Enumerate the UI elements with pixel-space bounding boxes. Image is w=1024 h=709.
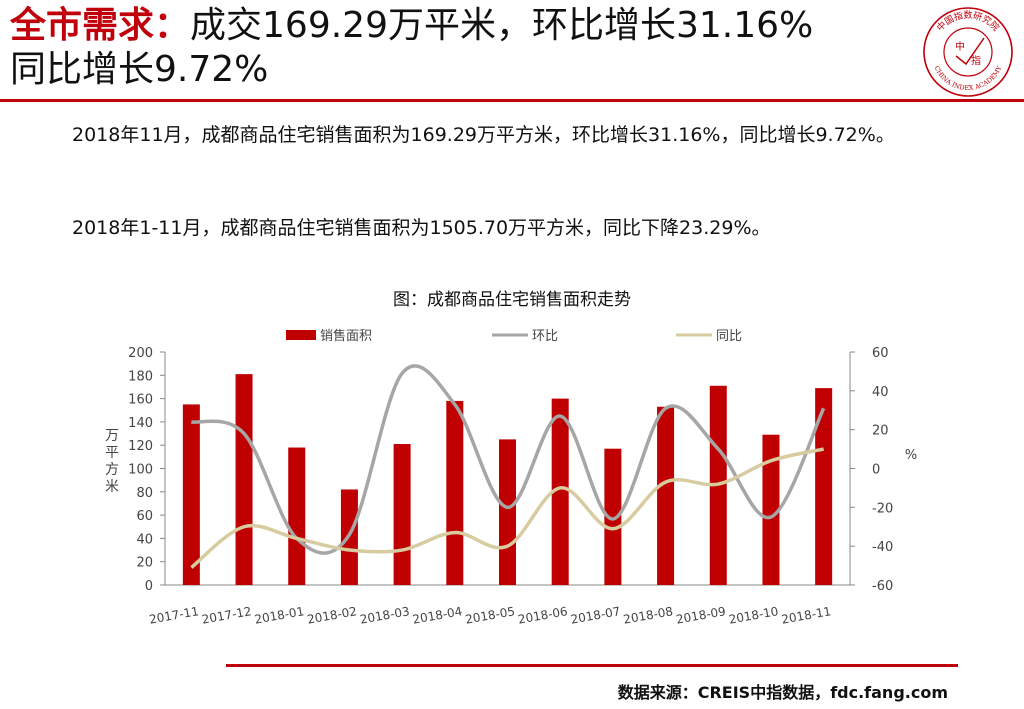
legend-swatch-bar bbox=[286, 330, 316, 340]
right-tick-label: -60 bbox=[872, 579, 893, 594]
bottom-divider bbox=[226, 664, 958, 667]
left-tick-label: 200 bbox=[128, 346, 153, 361]
left-tick-label: 0 bbox=[145, 579, 153, 594]
title-highlight: 全市需求： bbox=[10, 5, 191, 46]
left-axis-label-char: 方 bbox=[105, 462, 119, 478]
paragraph-monthly: 2018年11月，成都商品住宅销售面积为169.29万平方米，环比增长31.16… bbox=[72, 124, 895, 146]
left-tick-label: 140 bbox=[128, 416, 153, 431]
bar-2018-08 bbox=[657, 406, 675, 585]
x-tick-label: 2018-09 bbox=[675, 604, 727, 626]
x-tick-label: 2018-02 bbox=[306, 604, 358, 626]
right-tick-label: 0 bbox=[872, 463, 880, 478]
title-line-1-text: 成交169.29万平米，环比增长31.16% bbox=[190, 5, 814, 46]
left-axis-label-char: 平 bbox=[105, 445, 119, 461]
left-tick-label: 60 bbox=[136, 509, 153, 524]
bar-2017-12 bbox=[235, 374, 253, 585]
x-tick-label: 2018-03 bbox=[359, 604, 411, 626]
svg-text:中国指数研究院: 中国指数研究院 bbox=[934, 9, 1002, 34]
bar-2018-05 bbox=[499, 439, 516, 585]
x-tick-label: 2018-11 bbox=[780, 604, 832, 626]
left-tick-label: 100 bbox=[128, 463, 153, 478]
left-tick-label: 180 bbox=[128, 369, 153, 384]
bar-2018-07 bbox=[604, 448, 622, 585]
legend-label-yoy: 同比 bbox=[716, 329, 742, 344]
logo-check-mark bbox=[955, 37, 985, 66]
sales-area-chart: 图：成都商品住宅销售面积走势销售面积 环比 同比 0 20 40 60 80 100 120 140… bbox=[0, 280, 1024, 630]
right-tick-label: 20 bbox=[872, 424, 889, 439]
page-title-line-1: 全市需求：成交169.29万平米，环比增长31.16% bbox=[10, 6, 813, 46]
x-tick-label: 2018-08 bbox=[622, 604, 674, 626]
line-mom bbox=[190, 364, 826, 555]
title-divider bbox=[0, 99, 1024, 102]
x-tick-label: 2017-12 bbox=[201, 604, 253, 626]
logo-center-text-top: 中 bbox=[955, 40, 965, 53]
bar-2018-04 bbox=[446, 400, 464, 585]
x-tick-label: 2018-05 bbox=[464, 604, 516, 626]
bar-2018-03 bbox=[393, 444, 411, 585]
left-tick-label: 160 bbox=[128, 393, 153, 408]
legend-label-bar: 销售面积 bbox=[320, 328, 372, 344]
line-yoy bbox=[190, 447, 825, 569]
left-tick-label: 120 bbox=[128, 439, 153, 454]
right-tick-label: -20 bbox=[872, 501, 893, 516]
x-tick-label: 2018-06 bbox=[517, 604, 569, 626]
paragraph-ytd: 2018年1-11月，成都商品住宅销售面积为1505.70万平方米，同比下降23… bbox=[72, 217, 771, 239]
right-axis-label: % bbox=[905, 448, 917, 463]
x-tick-label: 2018-10 bbox=[728, 604, 780, 626]
left-tick-label: 80 bbox=[136, 486, 153, 501]
right-tick-label: 40 bbox=[872, 385, 889, 400]
left-tick-label: 40 bbox=[136, 532, 153, 547]
left-axis-label-char: 米 bbox=[105, 479, 119, 495]
x-tick-label: 2018-01 bbox=[253, 604, 305, 626]
bar-2018-11 bbox=[815, 388, 833, 585]
bar-2018-06 bbox=[551, 398, 569, 585]
logo-ring-text-cn: 中国指数研究院 bbox=[934, 9, 1002, 34]
page-title-line-2: 同比增长9.72% bbox=[10, 49, 269, 90]
data-source: 数据来源：CREIS中指数据，fdc.fang.com bbox=[617, 683, 948, 702]
x-tick-label: 2018-04 bbox=[412, 604, 464, 626]
bar-2017-11 bbox=[182, 404, 200, 585]
right-tick-label: 60 bbox=[872, 346, 889, 361]
bar-2018-01 bbox=[288, 447, 306, 585]
china-index-academy-logo: 中国指数研究院 CHINA INDEX ACADEMY 中 指 bbox=[923, 7, 1013, 97]
x-tick-label: 2017-11 bbox=[148, 604, 200, 626]
left-axis-label-char: 万 bbox=[105, 428, 119, 444]
logo-center-text-bottom: 指 bbox=[971, 54, 981, 67]
bar-2018-10 bbox=[762, 434, 780, 585]
x-tick-label: 2018-07 bbox=[570, 604, 622, 626]
left-tick-label: 20 bbox=[136, 556, 153, 571]
legend-label-mom: 环比 bbox=[532, 329, 558, 344]
chart-title: 图：成都商品住宅销售面积走势 bbox=[393, 290, 631, 310]
right-tick-label: -40 bbox=[872, 540, 893, 555]
